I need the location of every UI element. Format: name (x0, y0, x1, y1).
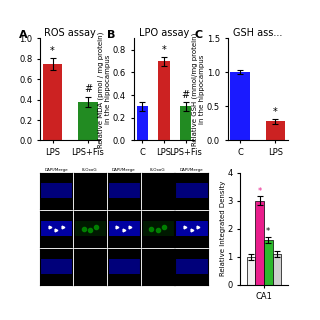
Bar (108, 221, 140, 236)
Bar (40, 221, 72, 236)
Bar (74, 221, 106, 236)
Bar (255, 201, 264, 285)
Text: #: # (84, 84, 92, 94)
Bar (158, 61, 170, 140)
Text: *: * (162, 45, 166, 55)
Bar (247, 257, 255, 285)
Title: 8-OxoG: 8-OxoG (150, 168, 165, 172)
Bar (180, 107, 191, 140)
Title: DAPI/Merge: DAPI/Merge (44, 168, 68, 172)
Text: C: C (194, 30, 202, 40)
Bar (40, 260, 72, 274)
Text: #: # (181, 91, 190, 100)
Text: *: * (273, 107, 278, 117)
Y-axis label: Relative GSH (mmol/mg protein)
in the hippocampus: Relative GSH (mmol/mg protein) in the hi… (192, 33, 205, 146)
Text: B: B (107, 30, 115, 40)
Bar (175, 183, 208, 198)
Text: *: * (50, 46, 55, 56)
Y-axis label: Relative Integrated Density: Relative Integrated Density (220, 181, 226, 276)
Bar (175, 221, 208, 236)
Bar (175, 260, 208, 274)
Bar (78, 102, 98, 140)
Bar (43, 64, 62, 140)
Text: A: A (19, 30, 28, 40)
Text: *: * (266, 227, 270, 236)
Title: DAPI/Merge: DAPI/Merge (180, 168, 204, 172)
Title: ROS assay: ROS assay (44, 28, 96, 38)
Title: DAPI/Merge: DAPI/Merge (112, 168, 136, 172)
Bar (108, 183, 140, 198)
Title: GSH ass...: GSH ass... (233, 28, 283, 38)
Bar (264, 240, 273, 285)
Title: LPO assay: LPO assay (139, 28, 189, 38)
Bar (40, 183, 72, 198)
Bar (137, 107, 148, 140)
Title: 8-OxoG: 8-OxoG (82, 168, 98, 172)
Bar (273, 254, 281, 285)
Bar (108, 260, 140, 274)
Bar (266, 121, 285, 140)
Y-axis label: Relative MDA (pmol / mg protein)
in the hippocampus: Relative MDA (pmol / mg protein) in the … (98, 31, 111, 148)
Bar (230, 72, 250, 140)
Text: *: * (258, 187, 262, 196)
Bar (142, 221, 174, 236)
